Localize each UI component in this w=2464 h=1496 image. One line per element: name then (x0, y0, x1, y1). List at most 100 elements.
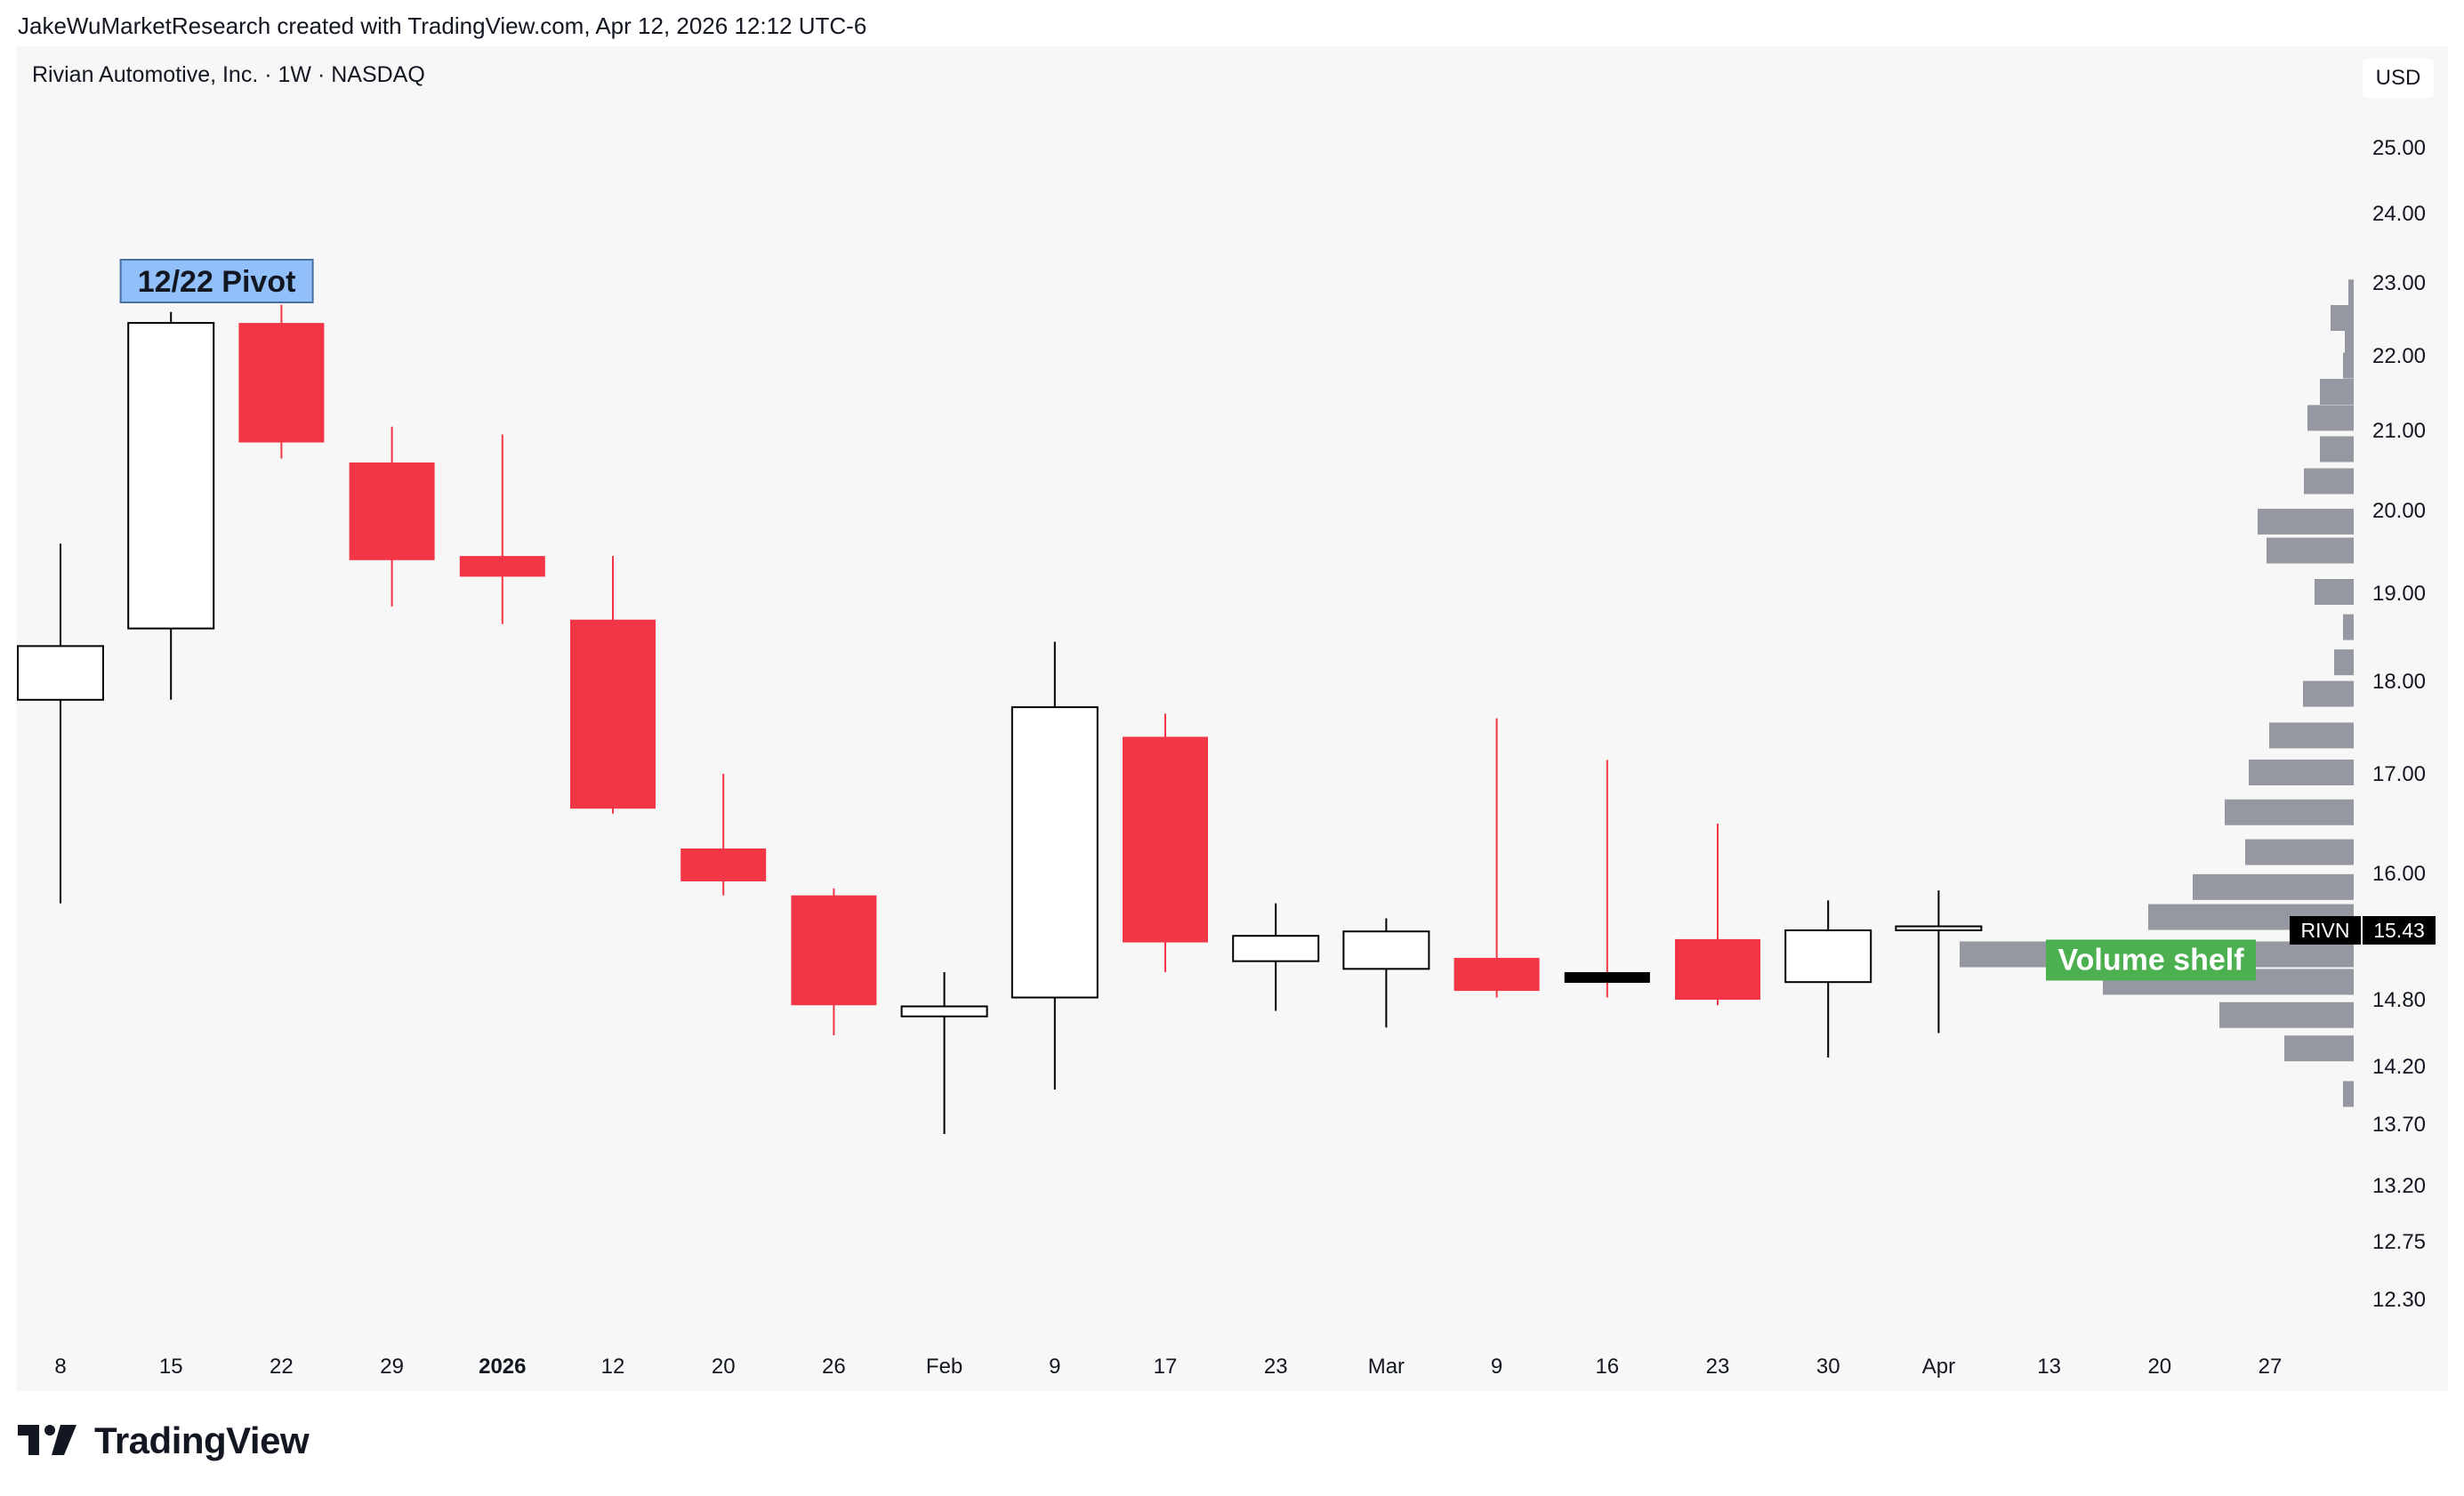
volume-profile-bar (2345, 330, 2354, 357)
pivot-label: 12/22 Pivot (138, 265, 296, 299)
time-tick-label: Feb (926, 1355, 962, 1379)
chart-panel[interactable] (16, 46, 2448, 1391)
candle (1123, 713, 1208, 973)
price-tick-label: 14.20 (2372, 1055, 2426, 1079)
time-tick-label: 12 (601, 1355, 625, 1379)
volume-profile-bar (2315, 579, 2354, 605)
price-tick-label: 21.00 (2372, 419, 2426, 443)
candle (1784, 900, 1872, 1058)
last-price-tag (2363, 916, 2436, 945)
volume-profile-bar (2304, 468, 2354, 495)
volume-profile-bar (2258, 508, 2354, 535)
candle-body (127, 322, 215, 630)
time-tick-label: 26 (822, 1355, 846, 1379)
candle (127, 311, 215, 700)
time-tick-label: Apr (1922, 1355, 1955, 1379)
chart-attribution: JakeWuMarketResearch created with Tradin… (18, 12, 867, 39)
price-tick-label: 22.00 (2372, 344, 2426, 368)
time-tick-label: 27 (2259, 1355, 2283, 1379)
candle-body (570, 619, 656, 809)
price-tick-label: 20.00 (2372, 499, 2426, 523)
candle-body (1895, 925, 1983, 932)
candle-body (238, 323, 325, 443)
currency-button[interactable]: USD (2363, 59, 2434, 98)
volume-profile-bar (2225, 799, 2354, 825)
candle-body (349, 462, 435, 560)
price-tick-label: 25.00 (2372, 136, 2426, 160)
price-tick-label: 13.70 (2372, 1113, 2426, 1137)
candle-body (459, 556, 545, 577)
time-tick-label: 23 (1706, 1355, 1730, 1379)
candle-body-dark (1564, 972, 1650, 984)
time-tick-label: 16 (1595, 1355, 1619, 1379)
time-tick-label: Mar (1368, 1355, 1405, 1379)
pivot-label-box (119, 259, 314, 303)
price-tick-label: 19.00 (2372, 582, 2426, 606)
candle-body (680, 849, 767, 881)
candle-body (1675, 938, 1760, 1000)
candle-body (1342, 930, 1430, 970)
volume-profile-bar (2320, 436, 2354, 462)
candle (680, 774, 767, 896)
volume-profile-bar (2245, 839, 2354, 865)
candle (1011, 641, 1099, 1090)
candle (791, 888, 877, 1035)
volume-profile-bar (2284, 1035, 2354, 1062)
candle (570, 556, 656, 814)
volume-profile (1960, 279, 2354, 1107)
tradingview-logo-icon (18, 1425, 76, 1455)
candle-body (17, 645, 104, 701)
price-tick-label: 17.00 (2372, 762, 2426, 786)
volume-profile-bar (2331, 305, 2354, 331)
volume-profile-bar (2307, 405, 2354, 431)
ticker-tag (2290, 916, 2361, 945)
time-tick-label: 2026 (479, 1355, 526, 1379)
price-tick-label: 16.00 (2372, 862, 2426, 886)
volume-profile-bar (2343, 1081, 2354, 1107)
time-tick-label: 17 (1154, 1355, 1178, 1379)
candle (349, 426, 435, 607)
tradingview-wordmark: TradingView (94, 1420, 310, 1461)
volume-profile-bar (2269, 722, 2354, 749)
volume-profile-bar (2267, 537, 2354, 564)
price-tick-label: 13.20 (2372, 1174, 2426, 1198)
price-tick-label: 18.00 (2372, 670, 2426, 694)
volume-shelf-label: Volume shelf (2057, 943, 2244, 977)
candles (17, 304, 1983, 1135)
candle (1895, 890, 1983, 1034)
candle-body (1453, 957, 1540, 992)
candle-body (791, 895, 877, 1006)
price-tick-label: 14.80 (2372, 988, 2426, 1012)
candle (1675, 824, 1760, 1006)
candle (1342, 918, 1430, 1028)
tradingview-logo[interactable]: TradingView (18, 1420, 310, 1462)
volume-profile-bar (2193, 873, 2354, 900)
time-tick-label: 13 (2037, 1355, 2061, 1379)
volume-profile-bar (2343, 614, 2354, 640)
time-tick-label: 30 (1816, 1355, 1840, 1379)
ticker-tag-label: RIVN (2301, 919, 2350, 942)
price-tick-label: 23.00 (2372, 271, 2426, 295)
volume-profile-bar (2219, 1001, 2354, 1028)
time-tick-label: 8 (54, 1355, 66, 1379)
volume-profile-bar (2320, 379, 2354, 405)
time-tick-label: 15 (159, 1355, 183, 1379)
candle (1453, 718, 1540, 998)
time-tick-label: 29 (380, 1355, 404, 1379)
volume-profile-bar (2303, 680, 2354, 707)
price-tick-label: 12.75 (2372, 1230, 2426, 1254)
price-axis: 25.00 24.00 23.00 22.00 21.00 20.00 19.00 18.00… (2290, 136, 2436, 1312)
symbol-title[interactable]: Rivian Automotive, Inc. · 1W · NASDAQ (32, 62, 425, 87)
candle-body (1011, 706, 1099, 999)
price-tick-label: 24.00 (2372, 202, 2426, 226)
volume-profile-bar (2334, 649, 2354, 676)
candle (459, 434, 545, 624)
time-tick-label: 22 (270, 1355, 294, 1379)
candle (17, 543, 104, 904)
candle (1564, 760, 1650, 998)
candle-body (1123, 736, 1208, 943)
time-axis: 8 15 22 29 2026 12 20 26 Feb 9 17 23 Mar 9 16 23 30 Apr 13… (54, 1355, 2282, 1379)
price-tick-label: 12.30 (2372, 1288, 2426, 1312)
time-tick-label: 23 (1264, 1355, 1288, 1379)
